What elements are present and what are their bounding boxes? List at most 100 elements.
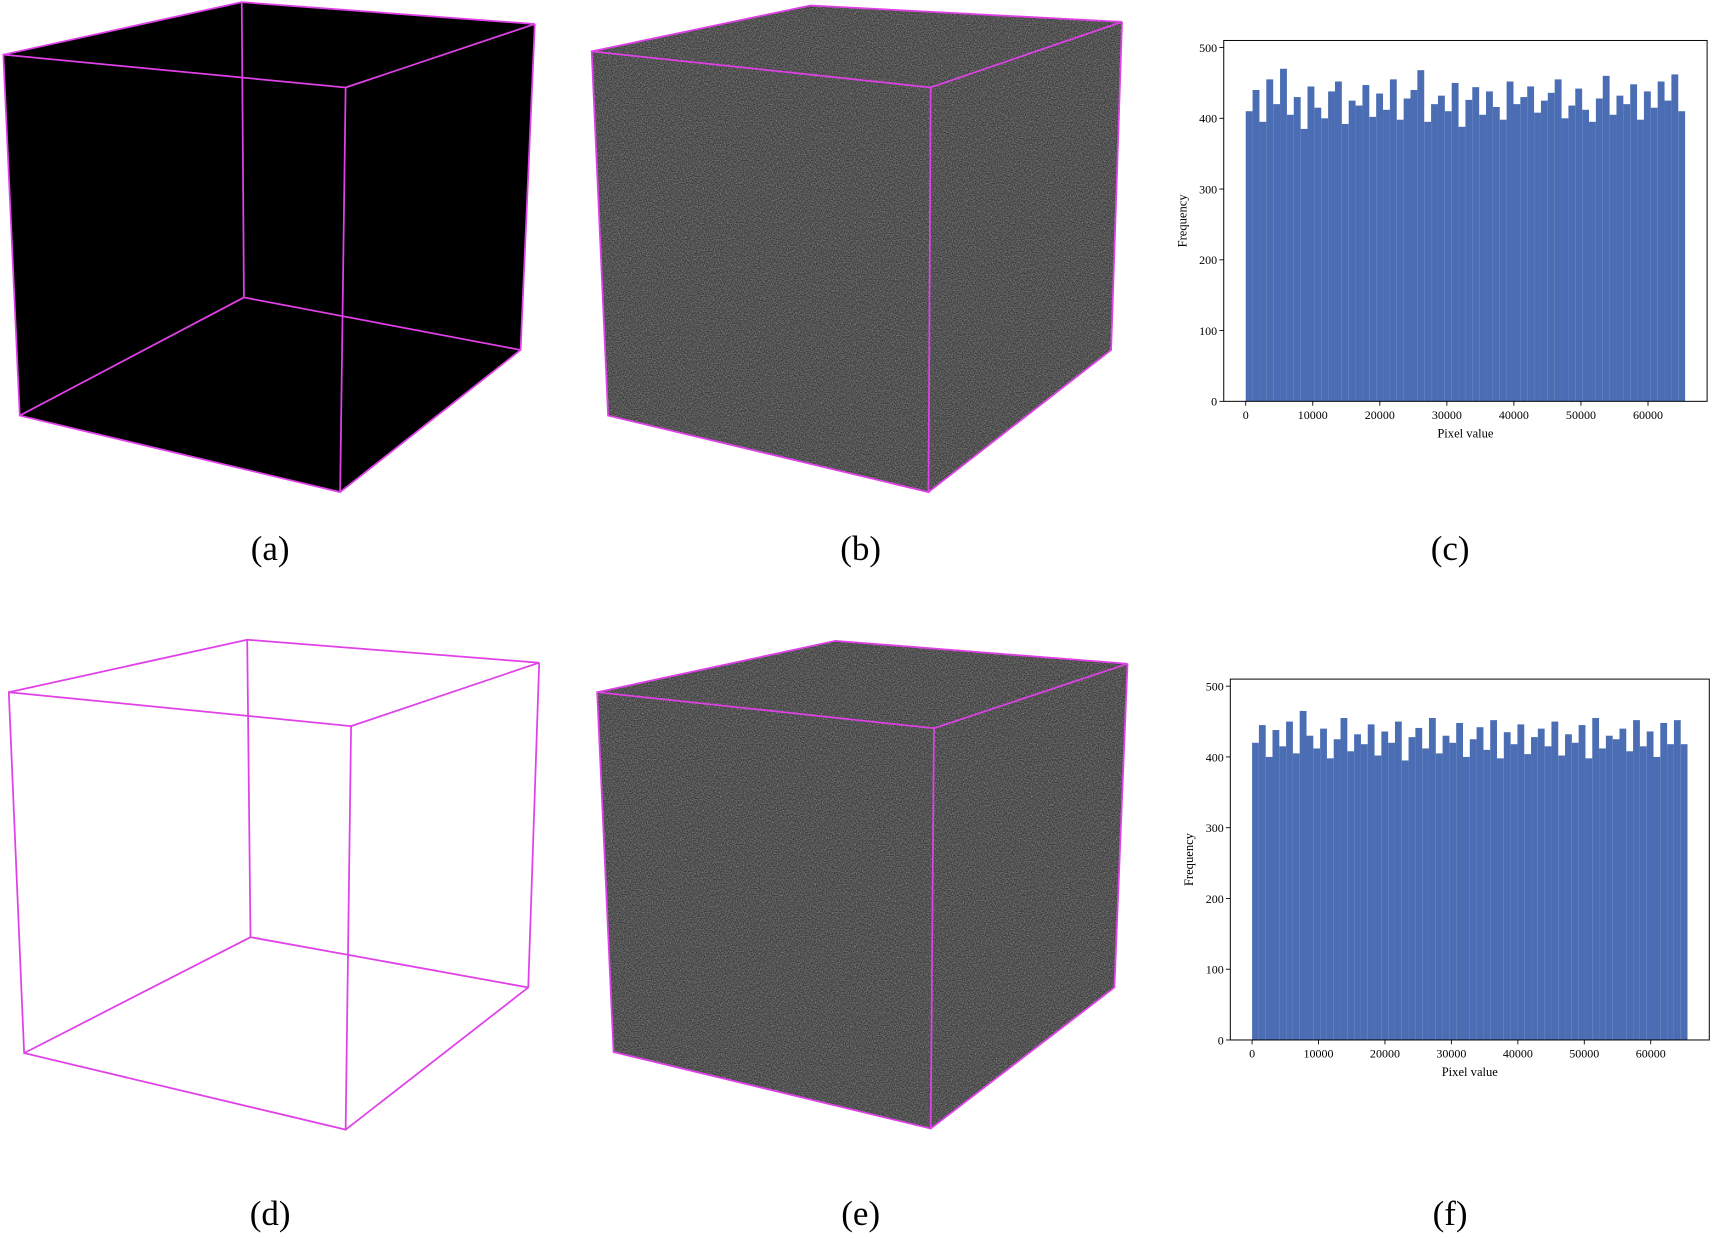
- bar: [1265, 756, 1273, 1040]
- bar: [1527, 86, 1535, 402]
- bar: [1306, 735, 1314, 1040]
- cube-noise: [590, 4, 1123, 494]
- y-tick-label: 100: [1206, 963, 1224, 977]
- bar: [1431, 104, 1438, 402]
- bar: [1561, 118, 1569, 402]
- bar: [1307, 86, 1315, 402]
- y-tick-label: 300: [1206, 821, 1224, 835]
- bar: [1626, 751, 1634, 1040]
- bar: [1389, 79, 1397, 402]
- bar: [1396, 119, 1404, 402]
- bar: [1410, 89, 1418, 402]
- bar: [1252, 742, 1259, 1040]
- panel-label: (c): [1431, 529, 1470, 568]
- bar: [1680, 744, 1688, 1040]
- bar: [1367, 724, 1375, 1040]
- bar: [1483, 749, 1491, 1040]
- bar: [1633, 720, 1640, 1040]
- y-tick-label: 200: [1199, 253, 1217, 267]
- bar: [1326, 758, 1334, 1040]
- bar: [1381, 731, 1389, 1040]
- bar: [1643, 91, 1651, 402]
- bar: [1547, 92, 1555, 402]
- bar: [1602, 75, 1610, 402]
- bar: [1472, 87, 1480, 402]
- x-tick-label: 50000: [1566, 408, 1596, 422]
- bar: [1605, 735, 1613, 1040]
- bar: [1582, 109, 1590, 402]
- bar: [1340, 718, 1348, 1040]
- bar: [1362, 85, 1370, 402]
- y-tick-label: 400: [1206, 750, 1224, 764]
- bar: [1354, 734, 1361, 1040]
- y-tick-label: 400: [1199, 112, 1217, 126]
- panel-label: (e): [841, 1194, 880, 1233]
- bar: [1341, 123, 1349, 402]
- bar: [1328, 91, 1335, 402]
- bar: [1630, 84, 1638, 402]
- bar: [1513, 104, 1521, 402]
- bar: [1451, 82, 1459, 402]
- bar: [1623, 104, 1631, 402]
- bar: [1300, 128, 1308, 402]
- histogram-chart: 0 10000 20000 30000 40000 50000 60000 0 100 200 30…: [1176, 39, 1708, 440]
- plot-frame: [1223, 39, 1708, 402]
- bar: [1286, 114, 1294, 402]
- panel-label: (a): [251, 529, 290, 568]
- bar: [1637, 119, 1644, 402]
- bar: [1424, 121, 1432, 402]
- bar: [1347, 751, 1355, 1040]
- bar: [1673, 720, 1681, 1040]
- bar: [1266, 79, 1274, 402]
- bar: [1490, 720, 1498, 1040]
- x-tick-label: 10000: [1298, 408, 1328, 422]
- x-tick-label: 50000: [1569, 1046, 1599, 1060]
- bar: [1503, 732, 1511, 1040]
- bar: [1417, 70, 1425, 402]
- bar: [1442, 735, 1450, 1040]
- bar: [1360, 744, 1368, 1040]
- x-tick-label: 30000: [1436, 1046, 1466, 1060]
- bar: [1510, 744, 1518, 1040]
- bar: [1435, 753, 1443, 1040]
- panel-label: (f): [1433, 1194, 1468, 1233]
- bar: [1664, 100, 1672, 402]
- bar: [1456, 722, 1463, 1040]
- bar: [1639, 746, 1647, 1040]
- bar: [1401, 760, 1409, 1040]
- y-tick-label: 0: [1211, 395, 1217, 409]
- bar: [1520, 97, 1528, 402]
- bar: [1612, 739, 1620, 1040]
- bar: [1534, 112, 1541, 402]
- bar: [1497, 758, 1504, 1040]
- y-tick-label: 300: [1199, 182, 1217, 196]
- bar: [1544, 746, 1552, 1040]
- bar: [1492, 106, 1500, 402]
- y-tick-label: 100: [1199, 324, 1217, 338]
- bar: [1245, 111, 1253, 402]
- x-tick-label: 20000: [1370, 1046, 1400, 1060]
- bar: [1449, 742, 1457, 1040]
- bar: [1558, 755, 1566, 1040]
- bar: [1667, 744, 1674, 1040]
- bar: [1314, 107, 1322, 402]
- bar: [1415, 727, 1423, 1040]
- bar: [1619, 728, 1627, 1040]
- bar: [1320, 728, 1327, 1040]
- x-tick-label: 30000: [1432, 408, 1462, 422]
- bar: [1313, 748, 1321, 1040]
- y-tick-label: 500: [1199, 41, 1217, 55]
- x-tick-label: 0: [1249, 1046, 1255, 1060]
- bar: [1348, 100, 1356, 402]
- cube-black: [2, 1, 536, 494]
- bar: [1653, 756, 1661, 1040]
- cube-wireframe: [7, 638, 541, 1131]
- bar: [1428, 718, 1436, 1040]
- bar: [1369, 116, 1377, 402]
- bar: [1499, 119, 1507, 402]
- bar: [1595, 98, 1603, 402]
- bar: [1376, 93, 1384, 402]
- y-axis-title: Frequency: [1176, 194, 1190, 248]
- bar: [1506, 81, 1514, 402]
